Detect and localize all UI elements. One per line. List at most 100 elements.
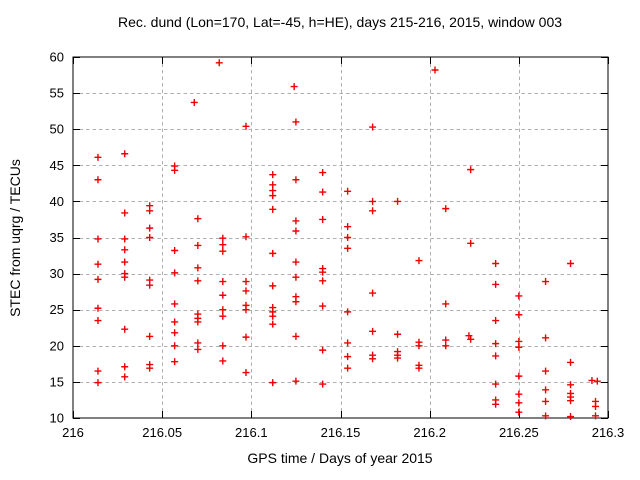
data-point-marker [94, 153, 102, 161]
data-point-marker [269, 312, 277, 320]
data-point-marker [242, 369, 250, 377]
data-point-marker [415, 364, 423, 372]
data-point-marker [319, 188, 327, 196]
data-point-marker [442, 205, 450, 213]
data-point-marker [344, 244, 352, 252]
data-point-marker [394, 197, 402, 205]
data-point-marker [290, 83, 298, 91]
data-point-marker [242, 122, 250, 130]
data-point-marker [292, 273, 300, 281]
y-tick-label: 40 [50, 194, 64, 209]
data-point-marker [94, 317, 102, 325]
data-point-marker [593, 377, 601, 385]
data-point-marker [146, 207, 154, 215]
data-point-marker [567, 381, 575, 389]
data-point-marker [319, 277, 327, 285]
data-point-marker [121, 325, 129, 333]
data-point-marker [369, 355, 377, 363]
data-point-marker [567, 413, 575, 421]
y-tick-label: 10 [50, 411, 64, 426]
x-axis-label: GPS time / Days of year 2015 [247, 450, 432, 466]
data-point-marker [242, 287, 250, 295]
data-point-marker [94, 379, 102, 387]
grid-lines [73, 57, 608, 418]
data-point-marker [292, 227, 300, 235]
data-point-marker [567, 259, 575, 267]
data-point-marker [492, 280, 500, 288]
data-point-marker [369, 289, 377, 297]
data-point-marker [515, 292, 523, 300]
data-point-marker [492, 380, 500, 388]
data-point-marker [121, 373, 129, 381]
data-point-marker [467, 239, 475, 247]
y-tick-label: 60 [50, 50, 64, 65]
data-point-marker [242, 278, 250, 286]
data-point-marker [467, 335, 475, 343]
data-point-marker [146, 234, 154, 241]
x-tick-label: 216.25 [499, 425, 539, 440]
data-point-marker [146, 224, 154, 232]
data-point-marker [292, 217, 300, 225]
data-point-marker [592, 402, 600, 410]
data-point-marker [515, 372, 523, 380]
y-tick-label: 35 [50, 230, 64, 245]
data-point-marker [292, 176, 300, 184]
data-point-marker [269, 205, 277, 213]
tick-labels: 216 216.05 216.1 216.15 216.2 216.25 216.3 10 15… [50, 50, 625, 441]
data-point-marker [121, 363, 129, 371]
data-point-marker [194, 241, 202, 249]
data-point-marker [94, 260, 102, 268]
data-point-marker [269, 379, 277, 387]
data-point-marker [242, 306, 250, 314]
data-point-marker [171, 329, 179, 337]
x-tick-label: 216.15 [321, 425, 361, 440]
data-point-marker [292, 377, 300, 385]
data-point-marker [269, 171, 277, 179]
data-point-marker [121, 150, 129, 158]
data-point-marker [94, 304, 102, 312]
axis-ticks [73, 57, 609, 419]
data-point-marker [492, 400, 500, 408]
data-point-marker [467, 166, 475, 174]
data-point-marker [588, 376, 596, 384]
data-point-marker [415, 257, 423, 265]
y-tick-label: 45 [50, 158, 64, 173]
data-point-marker [465, 332, 473, 340]
data-point-marker [121, 235, 129, 243]
y-tick-label: 55 [50, 86, 64, 101]
data-point-marker [190, 98, 198, 106]
data-point-marker [515, 408, 523, 416]
y-tick-label: 25 [50, 302, 64, 317]
data-point-marker [94, 235, 102, 243]
data-point-marker [292, 118, 300, 126]
y-tick-label: 15 [50, 374, 64, 389]
data-point-marker [319, 346, 327, 354]
data-point-marker [369, 197, 377, 205]
data-point-marker [219, 312, 227, 320]
data-point-marker [415, 342, 423, 350]
data-point-marker [194, 345, 202, 353]
data-point-marker [567, 358, 575, 366]
plot-border [72, 56, 609, 419]
data-point-marker [219, 247, 227, 255]
data-point-marker [319, 169, 327, 177]
y-tick-label: 50 [50, 122, 64, 137]
data-point-marker [515, 399, 523, 407]
chart-title: Rec. dund (Lon=170, Lat=-45, h=HE), days… [118, 14, 562, 30]
y-tick-label: 20 [50, 338, 64, 353]
data-point-marker [319, 268, 327, 276]
data-point-marker [269, 192, 277, 200]
data-point-marker [369, 123, 377, 131]
data-point-marker [542, 412, 550, 420]
data-point-marker [219, 357, 227, 365]
data-points [94, 59, 601, 421]
data-point-marker [431, 66, 439, 74]
data-point-marker [492, 259, 500, 267]
data-point-marker [194, 277, 202, 285]
data-point-marker [344, 339, 352, 347]
x-tick-label: 216.2 [413, 425, 446, 440]
data-point-marker [171, 269, 179, 277]
data-point-marker [319, 215, 327, 223]
